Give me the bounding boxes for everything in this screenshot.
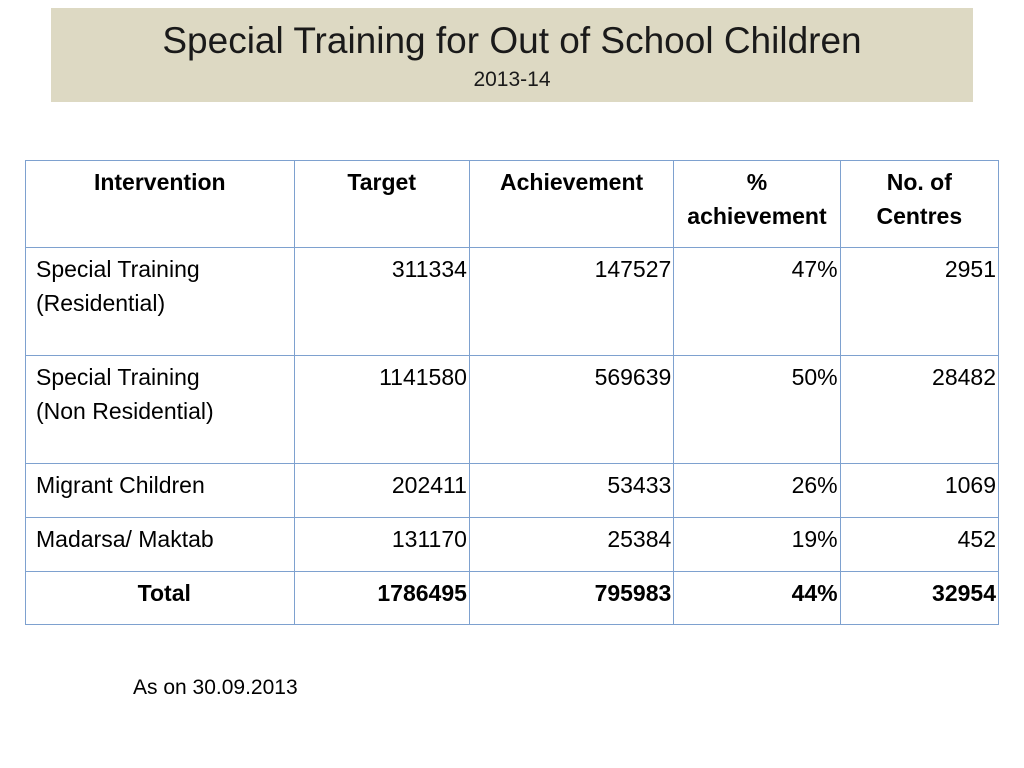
intervention-line: (Residential) <box>36 290 166 316</box>
intervention-cell: Migrant Children <box>25 463 295 518</box>
intervention-line: (Non Residential) <box>36 398 214 424</box>
centres-cell: 1069 <box>839 463 1000 518</box>
header-target-text: Target <box>347 169 417 195</box>
intervention-cell: Special Training (Residential) <box>25 247 295 356</box>
table-header-row: Intervention Target Achievement % achiev… <box>25 160 1000 248</box>
title-banner: Special Training for Out of School Child… <box>51 8 973 102</box>
header-intervention: Intervention <box>25 160 295 248</box>
target-cell: 131170 <box>293 517 470 572</box>
achievement-cell: 569639 <box>468 355 675 464</box>
intervention-line: Madarsa/ Maktab <box>36 526 214 552</box>
table-row: Special Training (Residential) 311334 14… <box>25 247 1000 356</box>
achievement-cell: 53433 <box>468 463 675 518</box>
header-percent-line-2: achievement <box>687 203 827 229</box>
intervention-line: Special Training <box>36 364 200 390</box>
target-cell: 311334 <box>293 247 470 356</box>
total-percent-cell: 44% <box>673 571 841 625</box>
total-label-cell: Total <box>25 571 295 625</box>
header-percent-achievement: % achievement <box>673 160 841 248</box>
total-target-cell: 1786495 <box>293 571 470 625</box>
total-centres-cell: 32954 <box>839 571 1000 625</box>
table-row: Migrant Children 202411 53433 26% 1069 <box>25 463 1000 518</box>
header-intervention-text: Intervention <box>93 169 226 195</box>
header-target: Target <box>293 160 470 248</box>
centres-cell: 452 <box>839 517 1000 572</box>
page-subtitle-year: 2013-14 <box>473 68 551 91</box>
achievement-cell: 25384 <box>468 517 675 572</box>
target-cell: 1141580 <box>293 355 470 464</box>
intervention-line: Special Training <box>36 256 200 282</box>
intervention-cell: Special Training (Non Residential) <box>25 355 295 464</box>
table-total-row: Total 1786495 795983 44% 32954 <box>25 571 1000 625</box>
header-no-of-centres: No. of Centres <box>839 160 1000 248</box>
header-centres-line-1: No. of <box>886 169 952 195</box>
header-percent-line-1: % <box>746 169 768 195</box>
header-achievement-text: Achievement <box>500 169 644 195</box>
page-title: Special Training for Out of School Child… <box>162 20 862 61</box>
header-centres-line-2: Centres <box>876 203 963 229</box>
percent-achievement-cell: 19% <box>673 517 841 572</box>
header-achievement: Achievement <box>468 160 675 248</box>
table-row: Madarsa/ Maktab 131170 25384 19% 452 <box>25 517 1000 572</box>
as-on-date-note: As on 30.09.2013 <box>133 676 298 699</box>
centres-cell: 2951 <box>839 247 1000 356</box>
percent-achievement-cell: 50% <box>673 355 841 464</box>
special-training-table: Intervention Target Achievement % achiev… <box>25 160 1000 625</box>
percent-achievement-cell: 47% <box>673 247 841 356</box>
target-cell: 202411 <box>293 463 470 518</box>
intervention-line: Migrant Children <box>36 472 205 498</box>
centres-cell: 28482 <box>839 355 1000 464</box>
table-row: Special Training (Non Residential) 11415… <box>25 355 1000 464</box>
achievement-cell: 147527 <box>468 247 675 356</box>
percent-achievement-cell: 26% <box>673 463 841 518</box>
intervention-cell: Madarsa/ Maktab <box>25 517 295 572</box>
total-achievement-cell: 795983 <box>468 571 675 625</box>
